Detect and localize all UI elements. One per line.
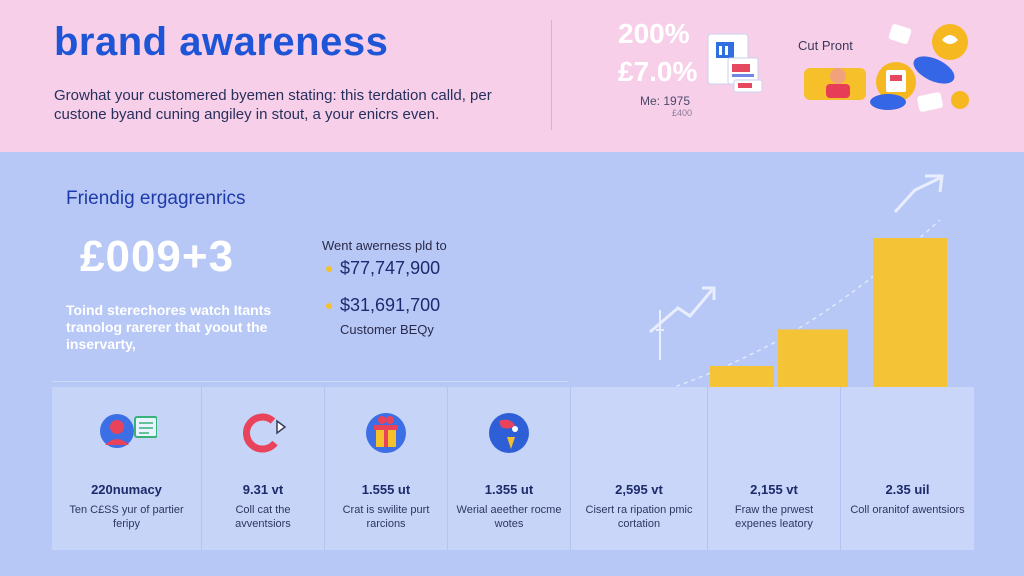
metric-card: 2,595 vt Cisert ra ripation pmic cortati… bbox=[571, 387, 708, 550]
globe-icon bbox=[489, 413, 529, 453]
metric-card: 220numacy Ten C£SS yur of partier feripy bbox=[52, 387, 202, 550]
header-stat-small: £400 bbox=[672, 108, 693, 118]
engagement-title: Friendig ergagrenrics bbox=[66, 188, 246, 209]
header-divider bbox=[551, 20, 552, 130]
people-chat-illustration bbox=[804, 24, 969, 112]
section-divider bbox=[52, 381, 568, 382]
metric-card: 1.355 ut Werial aeether rocme wotes bbox=[448, 387, 571, 550]
card-value: 2,155 vt bbox=[750, 482, 798, 497]
card-label: Crat is swilite purt rarcions bbox=[342, 504, 430, 530]
card-label: Ten C£SS yur of partier feripy bbox=[69, 504, 184, 530]
header-band: brand awareness Growhat your customered … bbox=[0, 0, 1024, 152]
metric-card: 2,155 vt Fraw the prwest expenes leatory bbox=[708, 387, 841, 550]
card-label: Fraw the prwest expenes leatory bbox=[734, 504, 814, 530]
trend-arrows bbox=[599, 174, 944, 411]
card-value: 2,595 vt bbox=[615, 482, 663, 497]
engagement-description: Toind sterechores watch Itants tranolog … bbox=[66, 302, 272, 352]
awareness-heading: Went awerness pld to bbox=[322, 238, 447, 253]
card-label: Coll oranitof awentsiors bbox=[850, 504, 965, 516]
header-stat-me: Me: 1975 bbox=[640, 94, 691, 108]
card-value: 9.31 vt bbox=[242, 482, 284, 497]
card-value: 2.35 uil bbox=[885, 482, 930, 497]
card-value: 220numacy bbox=[91, 482, 162, 497]
gift-box-icon bbox=[366, 413, 406, 453]
support-agent-icon bbox=[99, 414, 157, 448]
header-cut-label: Cut Pront bbox=[798, 38, 853, 53]
card-label: Cisert ra ripation pmic cortation bbox=[585, 504, 693, 530]
page-title: brand awareness bbox=[54, 20, 389, 64]
metric-card: 9.31 vt Coll cat the avventsiors bbox=[202, 387, 325, 550]
awareness-footer: Customer BEQy bbox=[340, 322, 434, 337]
metric-cards: 220numacy Ten C£SS yur of partier feripy… bbox=[52, 387, 974, 550]
header-stat-percent: 200% bbox=[618, 18, 690, 49]
refresh-arrow-icon bbox=[242, 413, 287, 453]
card-value: 1.355 ut bbox=[484, 482, 534, 497]
awareness-value-1: $77,747,900 bbox=[326, 258, 440, 279]
card-value: 1.555 ut bbox=[361, 482, 411, 497]
metric-card: 2.35 uil Coll oranitof awentsiors bbox=[841, 387, 974, 550]
engagement-big-number: £009+3 bbox=[80, 232, 235, 281]
card-label: Coll cat the avventsiors bbox=[235, 504, 291, 530]
document-chart-icon bbox=[707, 33, 763, 93]
awareness-value-2: $31,691,700 bbox=[326, 295, 440, 316]
card-label: Werial aeether rocme wotes bbox=[456, 504, 562, 530]
header-stat-pound: £7.0% bbox=[618, 56, 698, 87]
metric-card: 1.555 ut Crat is swilite purt rarcions bbox=[325, 387, 448, 550]
page-subtitle: Growhat your customered byemen stating: … bbox=[54, 87, 492, 123]
